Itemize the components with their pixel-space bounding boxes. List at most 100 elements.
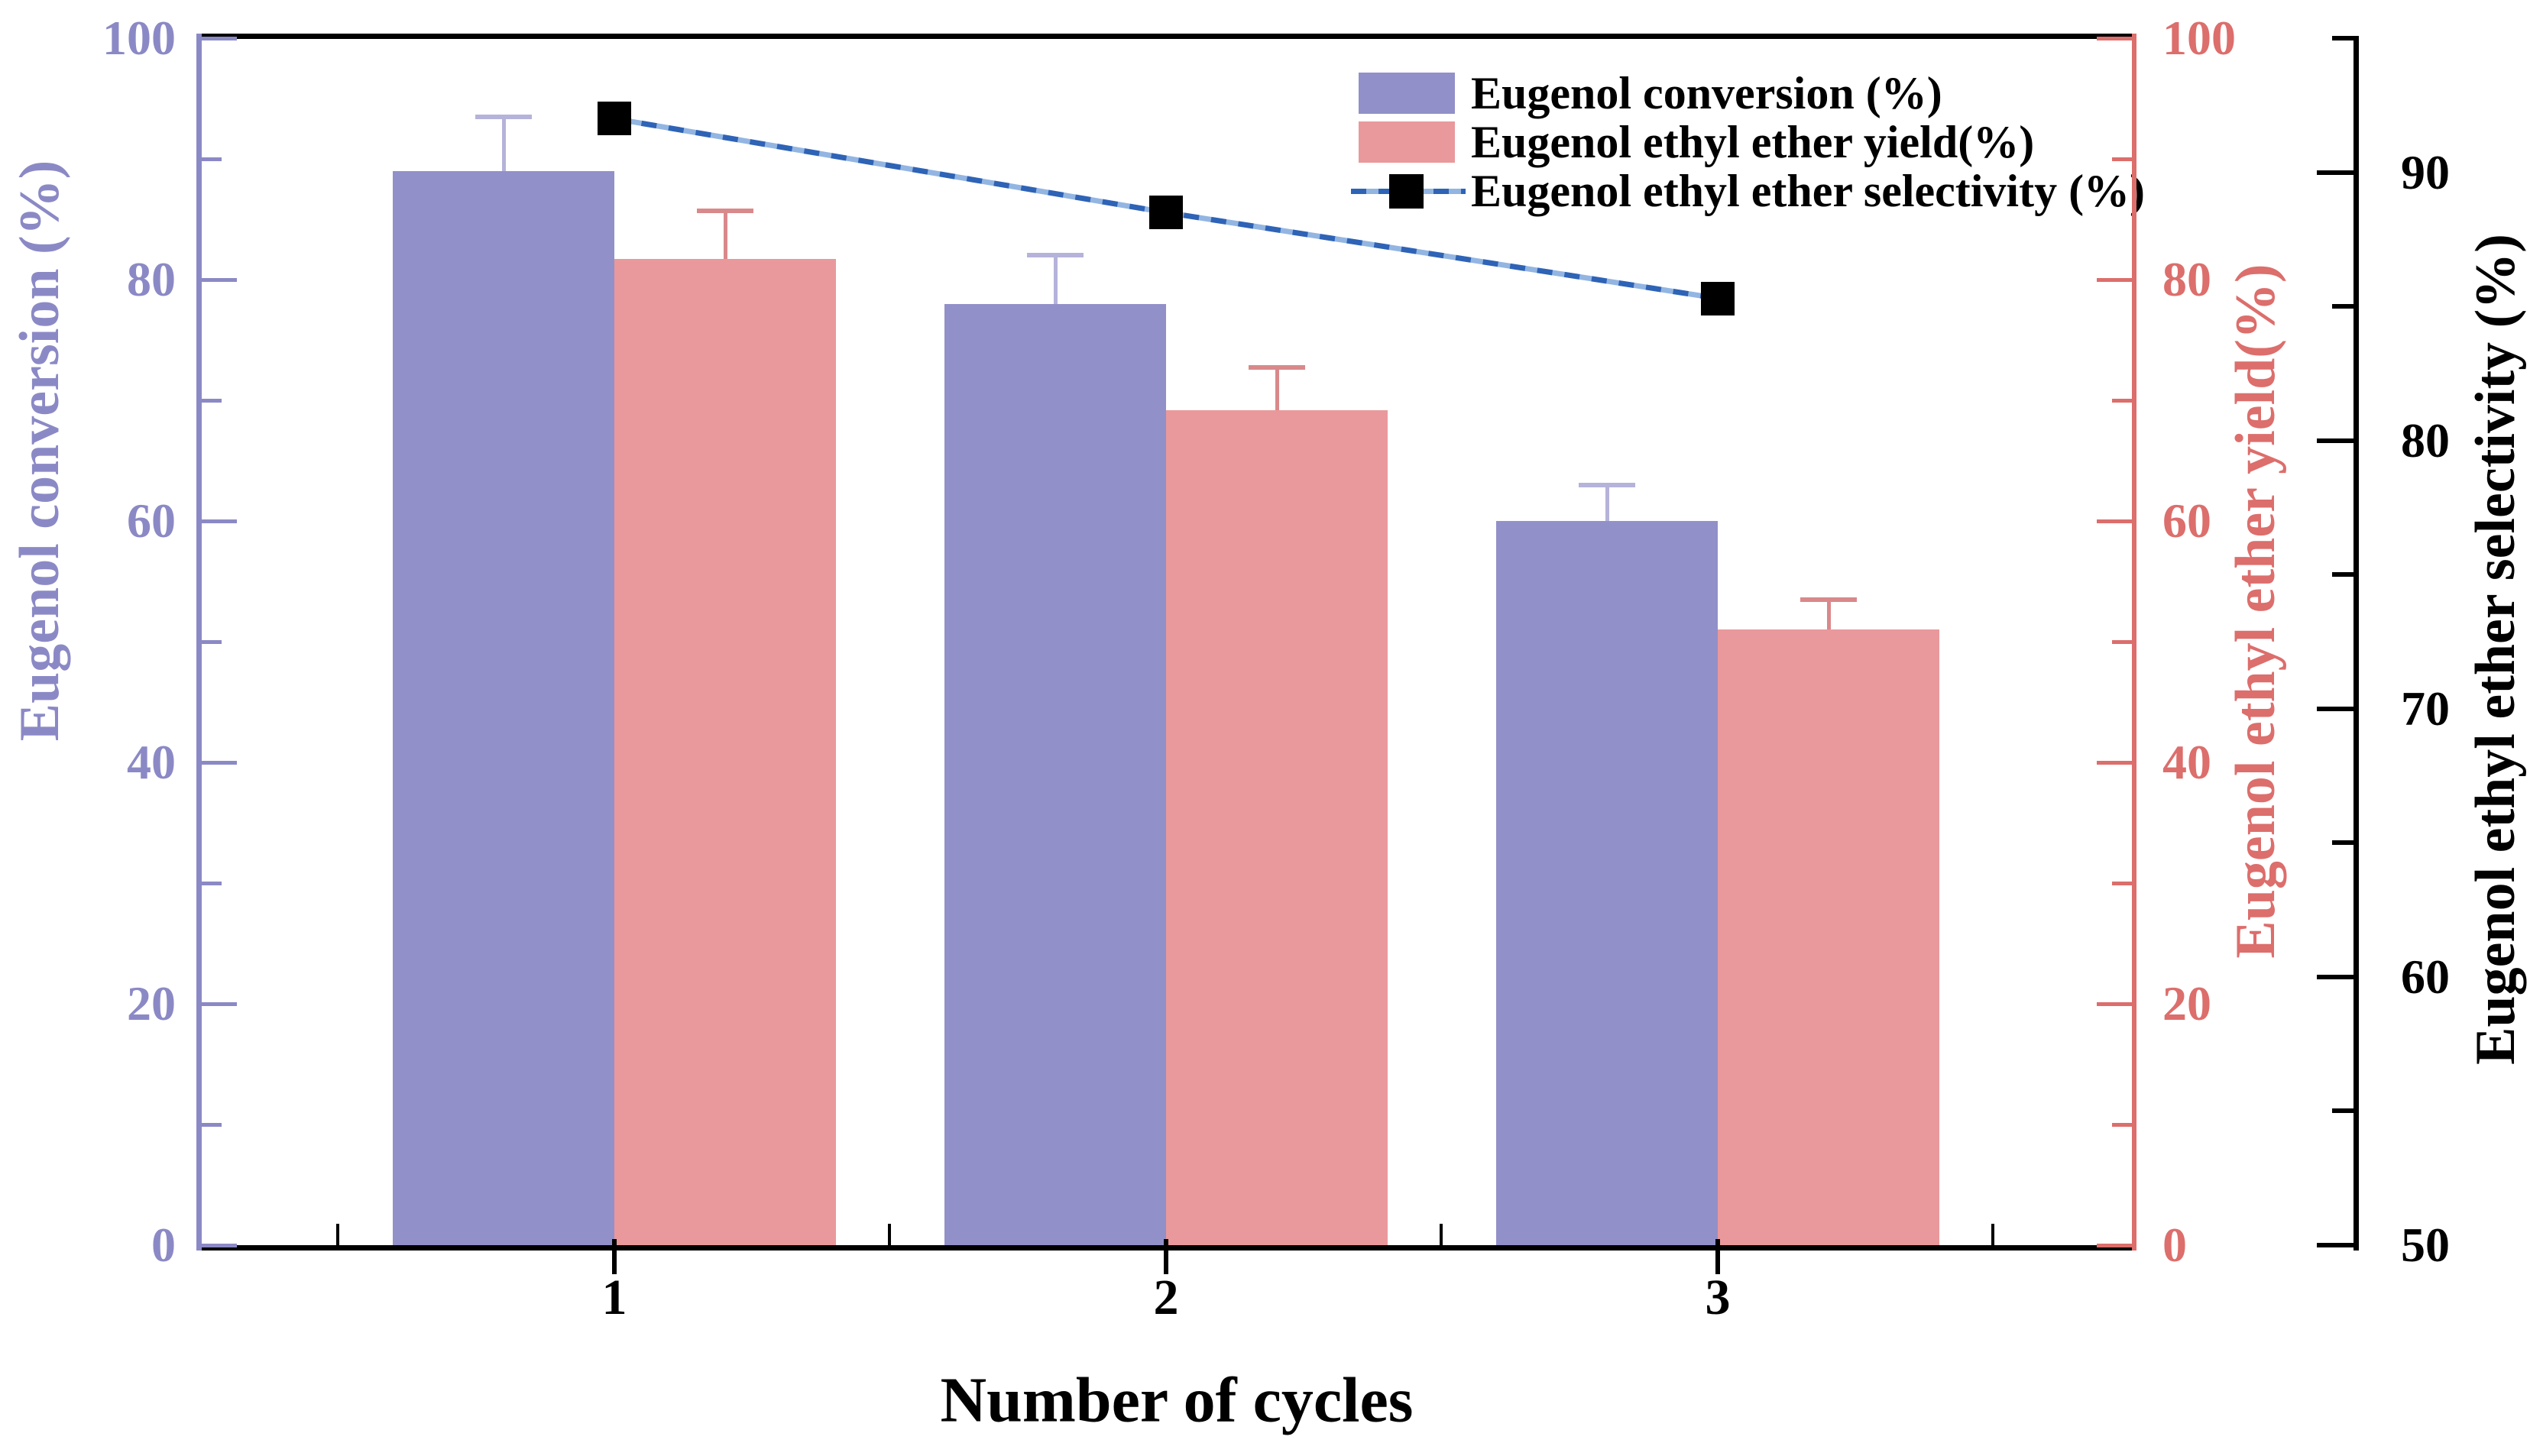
errorbar-conversion-cap-3 — [1579, 482, 1635, 487]
right-outer-axis-tick-85 — [2332, 304, 2353, 309]
errorbar-conversion-stem-3 — [1605, 484, 1609, 521]
errorbar-conversion-cap-2 — [1027, 253, 1084, 258]
right-inner-axis-tick-label-0: 0 — [2162, 1218, 2187, 1272]
right-inner-axis-tick-90 — [2112, 157, 2132, 161]
left-axis-tick-50 — [202, 640, 222, 644]
bar-yield-cycle-1 — [614, 259, 836, 1245]
left-axis-tick-70 — [202, 399, 222, 403]
right-outer-axis-tick-55 — [2332, 1108, 2353, 1114]
legend-label-yield: Eugenol ethyl ether yield(%) — [1471, 117, 2035, 167]
right-inner-axis-tick-40 — [2097, 761, 2132, 765]
left-axis-tick-label-20: 20 — [127, 976, 176, 1031]
left-axis-tick-30 — [202, 882, 222, 885]
left-axis-tick-label-100: 100 — [102, 11, 176, 65]
right-inner-axis-tick-70 — [2112, 399, 2132, 403]
bar-conversion-cycle-2 — [944, 303, 1166, 1245]
legend-swatch-yield — [1351, 121, 1471, 163]
right-inner-axis-tick-label-40: 40 — [2162, 735, 2211, 789]
right-outer-axis-tick-label-70: 70 — [2401, 681, 2450, 736]
right-inner-axis-tick-60 — [2097, 519, 2132, 523]
legend-label-selectivity: Eugenol ethyl ether selectivity (%) — [1471, 166, 2146, 216]
right-outer-axis-tick-60 — [2317, 974, 2353, 979]
legend-swatch-conversion — [1351, 72, 1471, 115]
x-tick-label-3: 3 — [1705, 1270, 1731, 1325]
right-outer-axis-tick-50 — [2317, 1243, 2353, 1247]
x-major-tick-1 — [612, 1239, 617, 1274]
x-major-tick-2 — [1164, 1239, 1168, 1274]
x-minor-tick-1 — [888, 1224, 891, 1245]
right-outer-axis-tick-label-50: 50 — [2401, 1218, 2450, 1272]
right-inner-axis-tick-100 — [2097, 37, 2132, 40]
errorbar-conversion-stem-1 — [502, 116, 506, 171]
left-axis-tick-10 — [202, 1123, 222, 1127]
selectivity-marker-cycle-3 — [1701, 281, 1735, 315]
right-inner-axis-tick-50 — [2112, 640, 2132, 644]
legend-item-conversion: Eugenol conversion (%) — [1351, 70, 2145, 116]
left-axis-tick-20 — [202, 1002, 237, 1006]
right-inner-axis-tick-label-80: 80 — [2162, 252, 2211, 306]
legend-item-yield: Eugenol ethyl ether yield(%) — [1351, 117, 2145, 167]
left-axis-tick-label-60: 60 — [127, 493, 176, 548]
right-inner-axis-tick-label-100: 100 — [2162, 11, 2236, 65]
bar-yield-cycle-3 — [1718, 629, 1939, 1245]
right-inner-axis-tick-30 — [2112, 882, 2132, 885]
left-axis-tick-40 — [202, 761, 237, 765]
left-axis-tick-label-40: 40 — [127, 735, 176, 789]
right-outer-axis-tick-label-60: 60 — [2401, 949, 2450, 1004]
legend-marker-selectivity — [1351, 170, 1471, 212]
left-axis-tick-0 — [202, 1244, 237, 1247]
bar-conversion-cycle-3 — [1496, 521, 1718, 1245]
plot-frame-top — [196, 34, 2136, 39]
left-axis-tick-90 — [202, 157, 222, 161]
selectivity-marker-cycle-2 — [1149, 196, 1183, 230]
left-axis-tick-100 — [202, 37, 237, 40]
right-inner-axis-tick-10 — [2112, 1123, 2132, 1127]
right-outer-axis-tick-95 — [2332, 36, 2353, 40]
legend: Eugenol conversion (%) Eugenol ethyl eth… — [1351, 70, 2146, 216]
right-inner-axis-tick-label-60: 60 — [2162, 493, 2211, 548]
right-inner-axis-tick-0 — [2097, 1244, 2132, 1247]
right-outer-axis-tick-70 — [2317, 706, 2353, 711]
right-outer-axis-line — [2353, 36, 2359, 1251]
errorbar-conversion-cap-1 — [475, 114, 532, 119]
x-minor-tick-2 — [1440, 1224, 1443, 1245]
right-outer-axis-tick-label-80: 80 — [2401, 413, 2450, 468]
errorbar-yield-cap-2 — [1249, 365, 1305, 370]
right-outer-axis-title: Eugenol ethyl ether selectivity (%) — [2464, 234, 2527, 1065]
errorbar-yield-stem-1 — [724, 210, 727, 260]
right-outer-axis-tick-65 — [2332, 840, 2353, 846]
errorbar-yield-cap-1 — [697, 208, 753, 213]
left-axis-tick-label-0: 0 — [151, 1218, 176, 1272]
x-minor-tick-0 — [336, 1224, 339, 1245]
right-outer-axis-tick-90 — [2317, 170, 2353, 175]
bar-yield-cycle-2 — [1166, 409, 1388, 1245]
left-axis-tick-label-80: 80 — [127, 252, 176, 306]
right-inner-axis-tick-80 — [2097, 278, 2132, 282]
x-axis-title: Number of cycles — [940, 1364, 1414, 1436]
yield-swatch-icon — [1359, 121, 1455, 163]
right-outer-axis-tick-label-90: 90 — [2401, 144, 2450, 199]
x-tick-label-1: 1 — [601, 1270, 627, 1325]
right-inner-axis-title: Eugenol ethyl ether yield(%) — [2224, 264, 2287, 959]
x-major-tick-3 — [1715, 1239, 1720, 1274]
legend-item-selectivity: Eugenol ethyl ether selectivity (%) — [1351, 166, 2146, 216]
right-inner-axis-line — [2132, 34, 2136, 1251]
errorbar-yield-stem-2 — [1275, 367, 1279, 410]
square-marker-icon — [1389, 174, 1424, 209]
errorbar-yield-stem-3 — [1827, 599, 1831, 630]
conversion-swatch-icon — [1359, 73, 1455, 114]
left-axis-tick-80 — [202, 278, 237, 282]
selectivity-marker-cycle-1 — [598, 102, 631, 136]
left-axis-line — [196, 34, 202, 1251]
bar-conversion-cycle-1 — [393, 170, 614, 1245]
left-axis-title: Eugenol conversion (%) — [8, 160, 71, 742]
left-axis-tick-60 — [202, 519, 237, 523]
x-tick-label-2: 2 — [1153, 1270, 1179, 1325]
errorbar-yield-cap-3 — [1800, 597, 1857, 602]
errorbar-conversion-stem-2 — [1054, 255, 1058, 304]
right-inner-axis-tick-label-20: 20 — [2162, 976, 2211, 1031]
right-outer-axis-tick-80 — [2317, 438, 2353, 443]
right-outer-axis-tick-75 — [2332, 572, 2353, 578]
right-inner-axis-tick-20 — [2097, 1002, 2132, 1006]
